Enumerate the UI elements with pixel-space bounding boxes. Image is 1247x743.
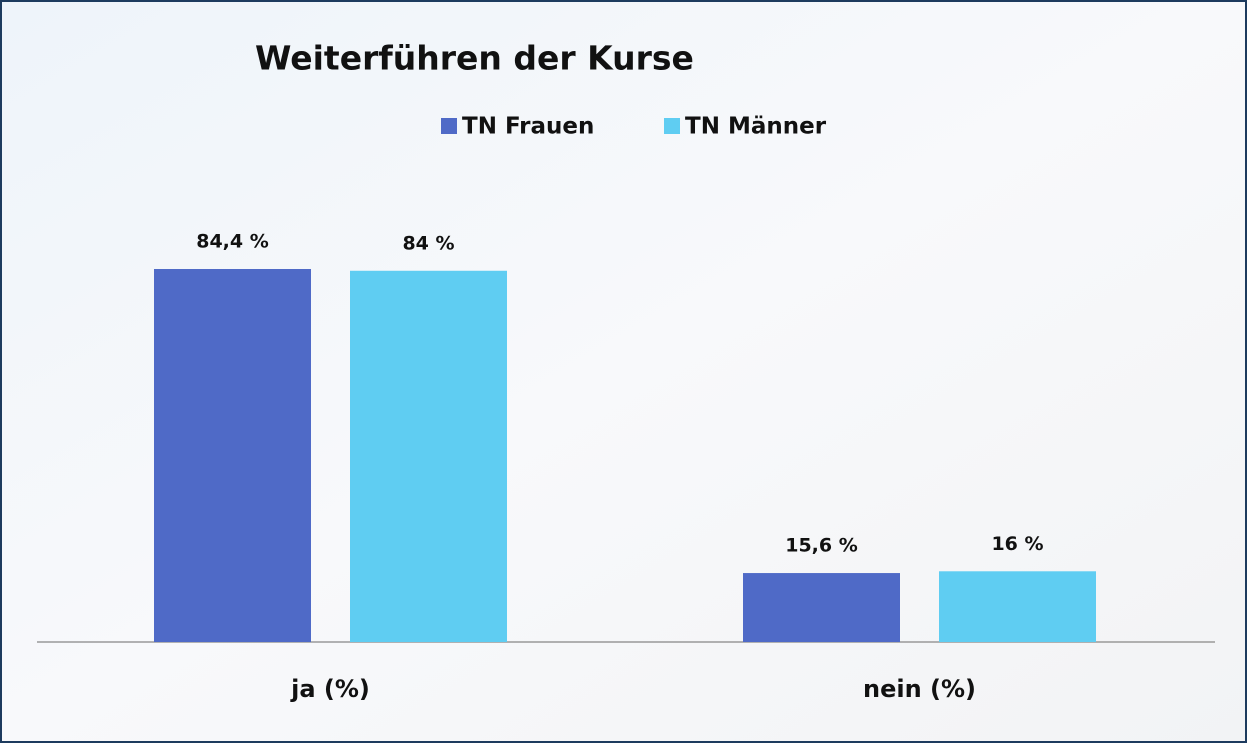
bar [350, 270, 507, 642]
data-label: 84,4 % [196, 231, 269, 253]
data-label: 84 % [402, 232, 454, 254]
legend-swatch [664, 118, 680, 134]
legend-swatch [441, 118, 457, 134]
bar [154, 269, 311, 642]
data-label: 15,6 % [785, 535, 858, 557]
legend-label: TN Männer [685, 114, 827, 140]
bar [939, 571, 1096, 642]
chart-title: Weiterführen der Kurse [255, 39, 694, 78]
bar [743, 573, 900, 642]
legend-label: TN Frauen [462, 114, 594, 140]
x-tick-label: nein (%) [863, 675, 976, 703]
x-tick-label: ja (%) [290, 675, 370, 703]
data-label: 16 % [991, 533, 1043, 555]
